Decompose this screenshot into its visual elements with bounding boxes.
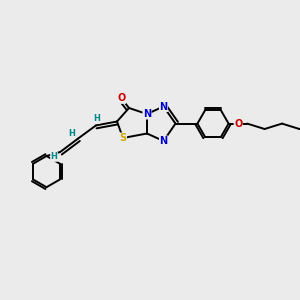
Text: N: N xyxy=(159,101,168,112)
Text: H: H xyxy=(68,129,75,138)
Text: N: N xyxy=(159,136,168,146)
Text: N: N xyxy=(143,109,151,119)
Text: H: H xyxy=(93,114,100,123)
Text: S: S xyxy=(119,133,127,143)
Text: O: O xyxy=(117,93,126,103)
Text: O: O xyxy=(234,118,242,129)
Text: H: H xyxy=(51,152,57,161)
